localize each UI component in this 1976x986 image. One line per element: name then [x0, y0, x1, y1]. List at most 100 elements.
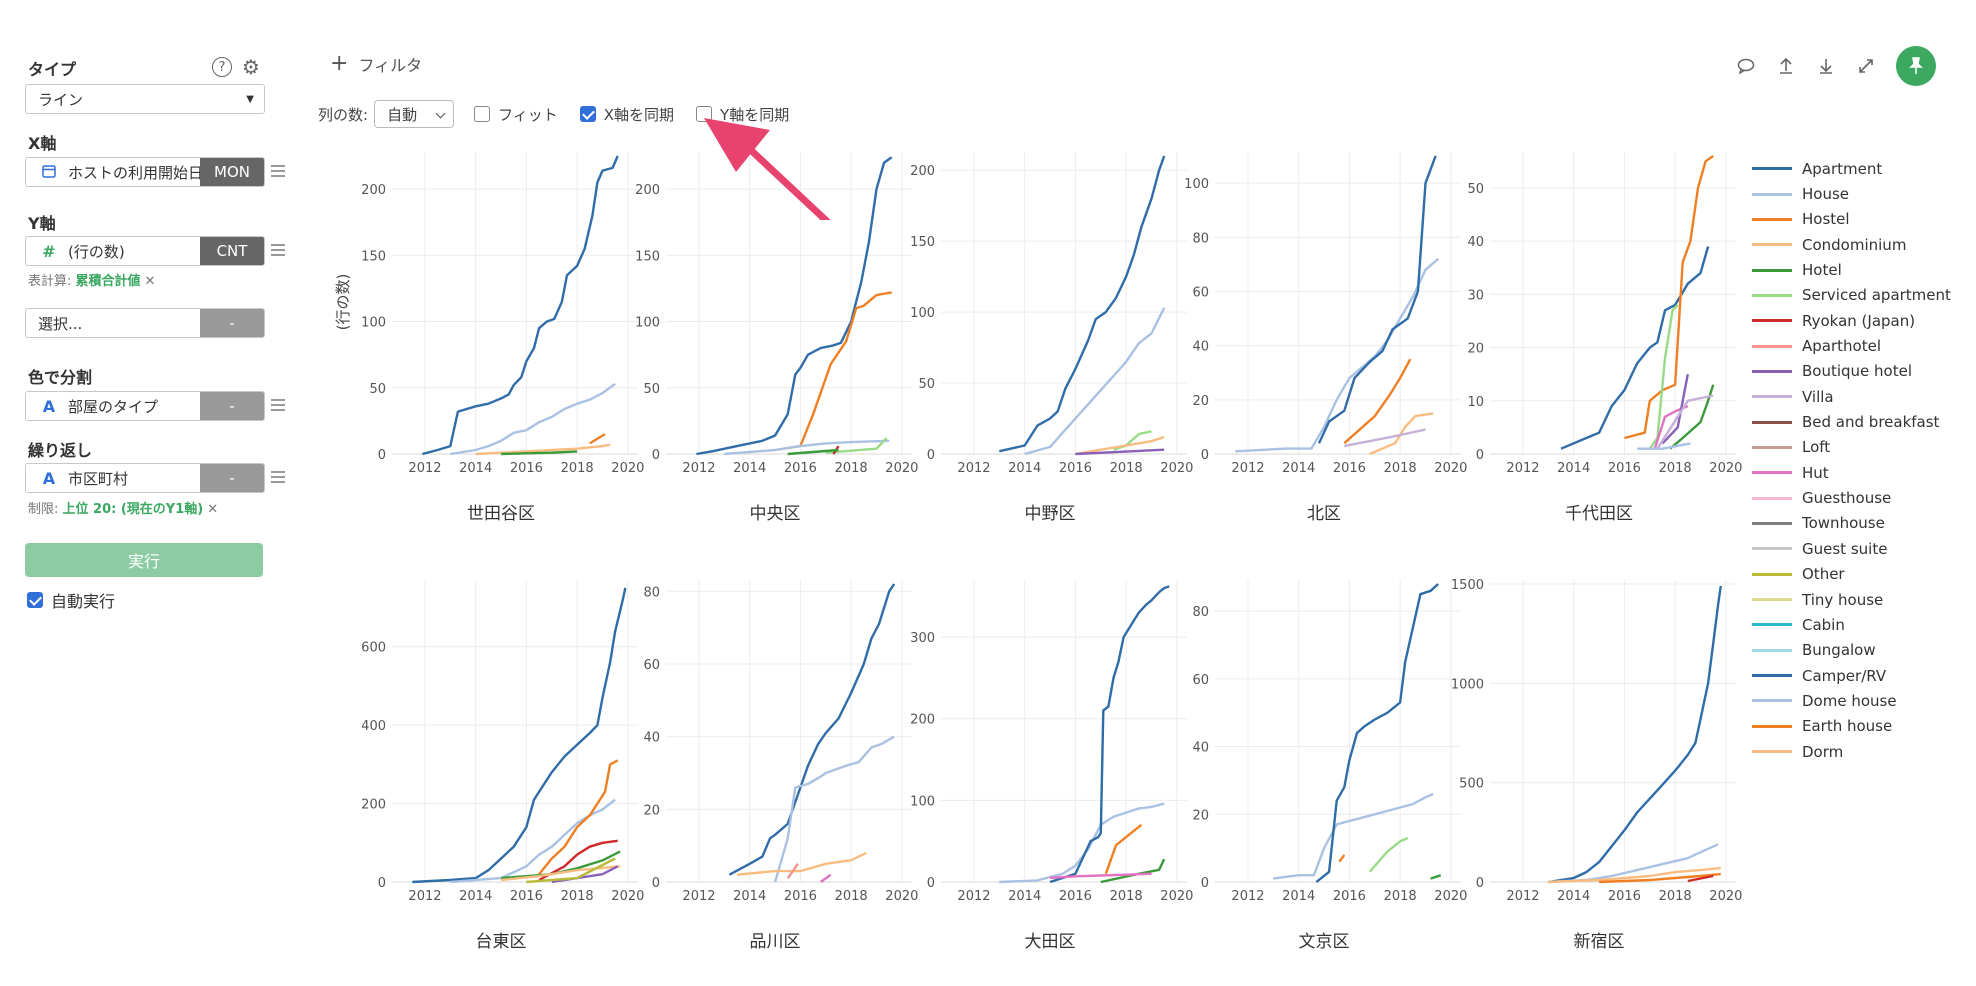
legend-item[interactable]: Loft [1752, 435, 1951, 460]
chart-legend: Apartment House Hostel Condominium Hotel Serv… [1752, 156, 1951, 764]
x-axis-label: X軸 [28, 134, 57, 153]
y-tick-label: 80 [643, 585, 660, 600]
upload-icon[interactable] [1766, 49, 1806, 83]
legend-item[interactable]: Tiny house [1752, 587, 1951, 612]
legend-item[interactable]: Camper/RV [1752, 663, 1951, 688]
y-tick-label: 80 [1192, 231, 1209, 246]
legend-item[interactable]: Bungalow [1752, 638, 1951, 663]
y-tick-label: 150 [635, 249, 660, 264]
pin-button[interactable] [1896, 46, 1936, 86]
table-calc-value[interactable]: 累積合計値 [75, 274, 141, 289]
series-line [1075, 448, 1165, 456]
legend-swatch [1752, 395, 1792, 399]
chart-panel: 2012 2014 2016 2018 2020 0 500 1000 1500 新宿区 [1451, 578, 1742, 952]
sync-x-option[interactable]: X軸を同期 [579, 104, 675, 125]
color-split-menu-icon[interactable] [271, 399, 285, 414]
series-line [1104, 823, 1143, 875]
y-tick-label: 50 [369, 382, 386, 397]
color-split-field[interactable]: A 部屋のタイプ - [25, 391, 265, 421]
legend-item[interactable]: Guesthouse [1752, 485, 1951, 510]
y-axis-agg-button[interactable]: CNT [200, 237, 264, 265]
legend-item[interactable]: Bed and breakfast [1752, 409, 1951, 434]
legend-item[interactable]: Hut [1752, 460, 1951, 485]
fit-checkbox[interactable] [474, 106, 491, 122]
legend-item[interactable]: Dome house [1752, 688, 1951, 713]
chart-panel: 2012 2014 2016 2018 2020 0 50 100 150 200 世田谷区 [361, 152, 644, 524]
sync-y-checkbox[interactable] [696, 106, 713, 122]
sync-x-label: X軸を同期 [603, 105, 675, 124]
repeat-field[interactable]: A 市区町村 - [25, 463, 265, 493]
chart-type-select[interactable]: ライン ▼ [25, 84, 265, 114]
x-tick-label: 2014 [459, 889, 492, 904]
y-tick-label: 30 [1467, 288, 1484, 303]
run-button[interactable]: 実行 [25, 543, 263, 577]
y-tick-label: 100 [635, 316, 660, 331]
legend-item[interactable]: Boutique hotel [1752, 359, 1951, 384]
legend-item[interactable]: Hostel [1752, 207, 1951, 232]
expand-icon[interactable] [1846, 49, 1886, 83]
x-tick-label: 2012 [1231, 889, 1264, 904]
columns-select[interactable]: 自動 [374, 100, 455, 128]
legend-item[interactable]: Dorm [1752, 739, 1951, 764]
series-line [589, 433, 606, 445]
legend-item[interactable]: House [1752, 181, 1951, 206]
x-tick-label: 2018 [561, 461, 594, 476]
x-axis-menu-icon[interactable] [271, 165, 285, 180]
x-axis-agg-button[interactable]: MON [200, 158, 264, 186]
series-line [501, 450, 578, 456]
limit-value[interactable]: 上位 20: (現在のY1軸) [62, 502, 204, 517]
auto-run-checkbox[interactable] [27, 592, 43, 608]
repeat-button[interactable]: - [200, 464, 264, 492]
second-y-select[interactable]: 選択... - [25, 308, 265, 338]
color-split-label: 色で分割 [28, 368, 93, 387]
legend-item[interactable]: Ryokan (Japan) [1752, 308, 1951, 333]
sync-y-option[interactable]: Y軸を同期 [696, 104, 789, 125]
series-line [1368, 836, 1409, 873]
y-tick-label: 40 [643, 731, 660, 746]
sync-x-checkbox[interactable] [579, 106, 596, 122]
x-tick-label: 2020 [1160, 889, 1193, 904]
legend-item[interactable]: Cabin [1752, 612, 1951, 637]
legend-swatch [1752, 344, 1792, 348]
legend-swatch [1752, 192, 1792, 196]
y-axis-menu-icon[interactable] [271, 244, 285, 259]
remove-limit-icon[interactable]: ✕ [207, 502, 219, 517]
y-axis-field[interactable]: # (行の数) CNT [25, 236, 265, 266]
chart-panel: 2012 2014 2016 2018 2020 0 200 400 600 台東区 [361, 580, 644, 952]
x-axis-field[interactable]: ホストの利用開始日 MON [25, 157, 265, 187]
filter-button[interactable]: + フィルタ [330, 51, 422, 76]
legend-item[interactable]: Apartment [1752, 156, 1951, 181]
repeat-menu-icon[interactable] [271, 471, 285, 486]
remove-calc-icon[interactable]: ✕ [144, 274, 156, 289]
x-tick-label: 2014 [459, 461, 492, 476]
legend-item[interactable]: Aparthotel [1752, 333, 1951, 358]
chart-type-value: ライン [38, 90, 84, 109]
series-line [1050, 872, 1152, 880]
legend-label: Dorm [1802, 742, 1844, 761]
second-y-agg-button[interactable]: - [200, 309, 264, 337]
fit-option[interactable]: フィット [474, 104, 558, 125]
legend-item[interactable]: Guest suite [1752, 536, 1951, 561]
legend-item[interactable]: Villa [1752, 384, 1951, 409]
series-line [412, 587, 627, 884]
auto-run-toggle[interactable]: 自動実行 [27, 588, 115, 612]
color-split-button[interactable]: - [200, 392, 264, 420]
y-tick-label: 50 [1467, 182, 1484, 197]
x-tick-label: 2016 [1059, 461, 1092, 476]
comment-icon[interactable] [1726, 49, 1766, 83]
chart-panel: 2012 2014 2016 2018 2020 0 10 20 30 40 50 千代田区 [1467, 152, 1742, 524]
legend-item[interactable]: Earth house [1752, 714, 1951, 739]
legend-item[interactable]: Townhouse [1752, 511, 1951, 536]
download-icon[interactable] [1806, 49, 1846, 83]
legend-item[interactable]: Hotel [1752, 257, 1951, 282]
series-line [1100, 858, 1166, 884]
color-split-column: 部屋のタイプ [68, 397, 159, 416]
help-icon[interactable]: ? [212, 57, 232, 77]
legend-item[interactable]: Serviced apartment [1752, 283, 1951, 308]
y-tick-label: 1000 [1451, 677, 1484, 692]
y-tick-label: 0 [1201, 448, 1209, 463]
legend-label: Aparthotel [1802, 337, 1881, 356]
legend-item[interactable]: Other [1752, 562, 1951, 587]
legend-item[interactable]: Condominium [1752, 232, 1951, 257]
gear-icon[interactable]: ⚙ [242, 55, 260, 79]
